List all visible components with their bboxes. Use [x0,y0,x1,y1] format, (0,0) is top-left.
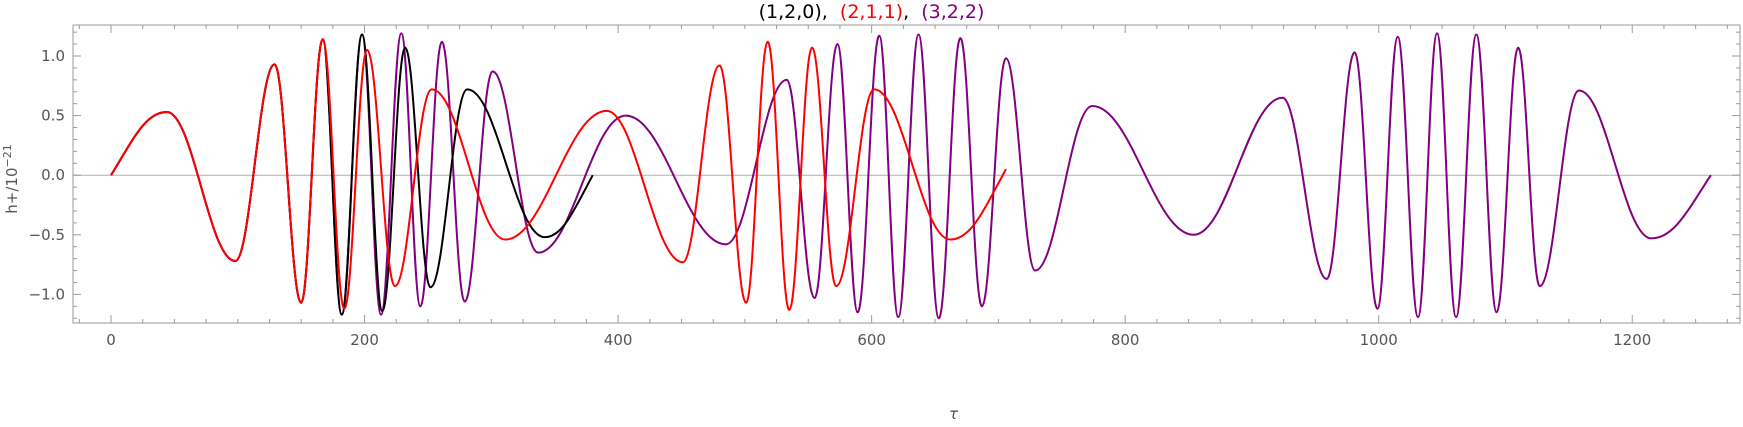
y-tick-label: 1.0 [41,47,65,65]
y-axis-label-exponent: −21 [1,144,14,167]
chart-title: (1,2,0), (2,1,1), (3,2,2) [0,1,1743,23]
title-part-3: , [903,1,922,23]
y-tick-label: −1.0 [29,285,65,303]
y-axis-label-base: h+/10 [3,168,21,214]
title-part-1: , [821,1,840,23]
series-line-(1,2,0) [110,33,594,316]
x-tick-label: 1200 [1613,331,1651,349]
x-tick-label: 600 [857,331,886,349]
x-tick-label: 0 [106,331,116,349]
x-tick-label: 1000 [1360,331,1398,349]
title-part-2: (2,1,1) [839,1,904,23]
title-part-0: (1,2,0) [758,1,822,23]
x-tick-label: 800 [1111,331,1140,349]
title-part-4: (3,2,2) [921,1,985,23]
y-axis-label: h+/10−21 [1,144,21,213]
series-line-(2,1,1) [110,38,1007,311]
y-tick-label: 0.0 [41,166,65,184]
x-tick-label: 200 [350,331,379,349]
y-tick-label: 0.5 [41,107,65,125]
x-tick-label: 400 [604,331,633,349]
plot-frame [72,24,1741,324]
y-tick-label: −0.5 [29,226,65,244]
x-axis-label: τ [949,405,959,423]
